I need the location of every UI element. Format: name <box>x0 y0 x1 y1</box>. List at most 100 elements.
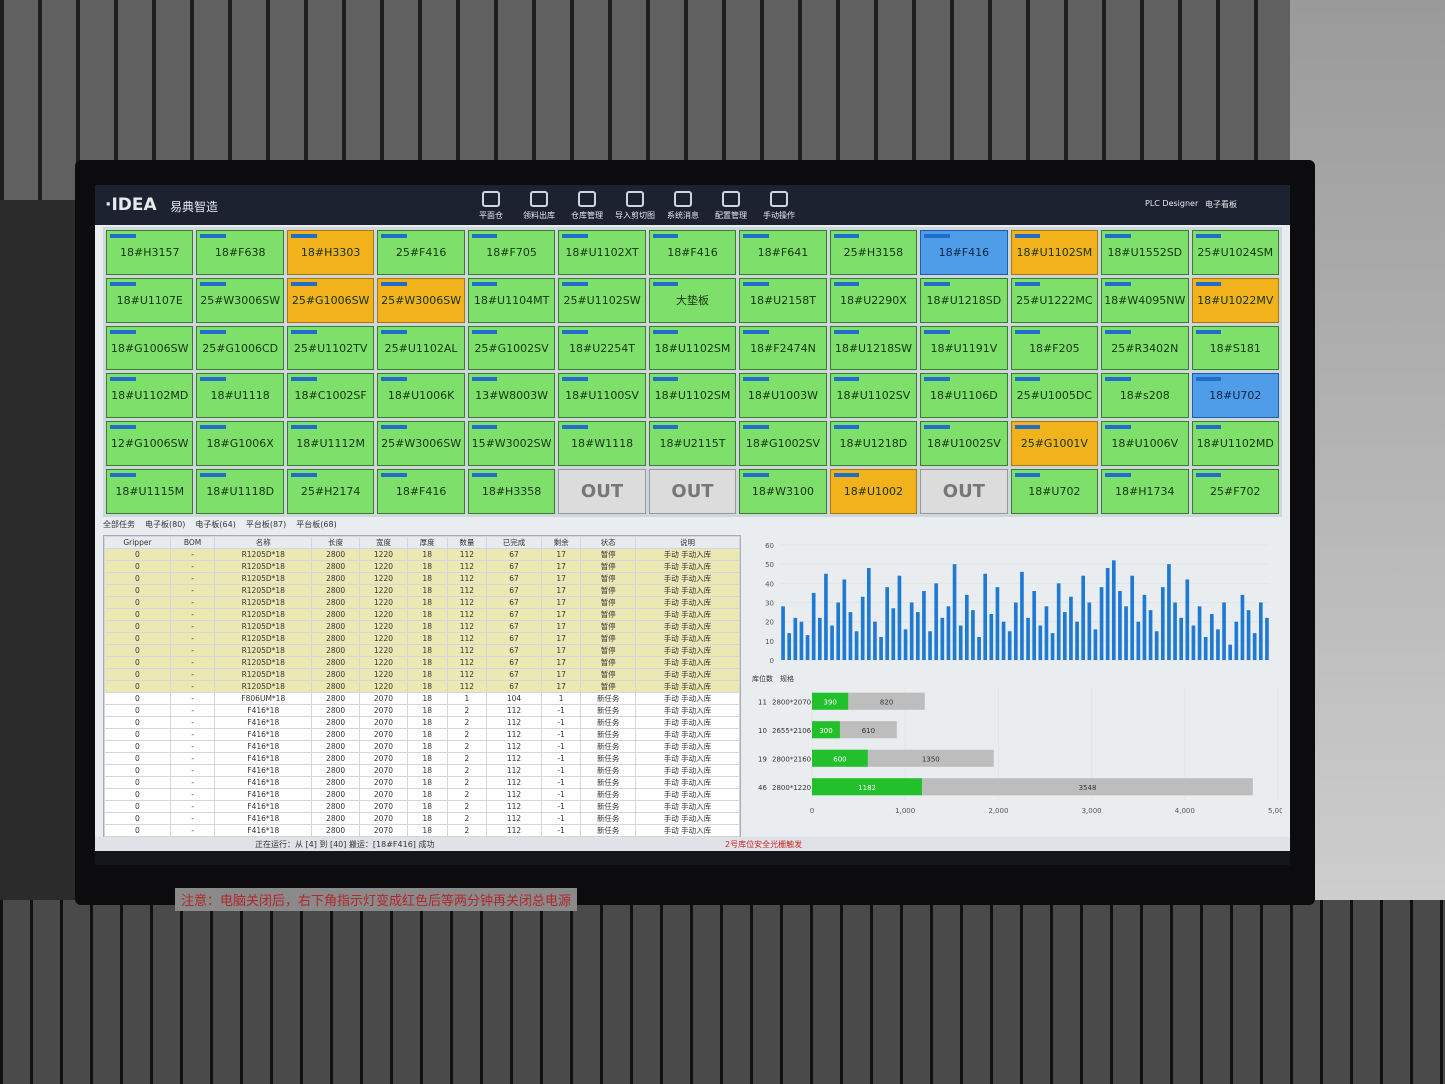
table-cell: 手动 手动入库 <box>634 584 741 597</box>
table-cell: - <box>169 800 216 813</box>
table-cell: 0 <box>104 704 171 717</box>
table-cell: 67 <box>486 668 542 681</box>
tab[interactable]: 平台板(68) <box>296 520 337 529</box>
tile-label: 18#U702 <box>1209 389 1262 403</box>
table-cell: 2 <box>446 704 488 717</box>
storage-tile: 18#W4095NW <box>1101 277 1189 323</box>
bar <box>1167 564 1171 660</box>
tab[interactable]: 全部任务 <box>103 520 135 529</box>
table-cell: F416*18 <box>214 776 313 789</box>
table-cell: 新任务 <box>580 740 636 753</box>
table-cell: R1205D*18 <box>214 608 313 621</box>
table-cell: 暂停 <box>580 548 636 561</box>
data-label: 3548 <box>1079 784 1097 792</box>
table-row: 0- F416*18 2800 2070 18 2 112 -1 新任务 手动 手动入库 <box>104 812 741 825</box>
toolbar-button[interactable]: 配置管理 <box>705 191 757 221</box>
tab[interactable]: 电子板(64) <box>195 520 236 529</box>
toolbar-label: 手动操作 <box>763 211 795 220</box>
storage-tile: 18#U2290X <box>829 277 918 323</box>
table-cell: 手动 手动入库 <box>634 644 741 657</box>
table-cell: 2800 <box>311 776 361 789</box>
bar <box>1075 621 1079 660</box>
storage-tile: 25#G1006CD <box>196 325 284 371</box>
table-cell: 手动 手动入库 <box>634 680 741 693</box>
table-cell: 手动 手动入库 <box>634 692 741 705</box>
table-row: 0- F416*18 2800 2070 18 2 112 -1 新任务 手动 手动入库 <box>104 788 741 801</box>
table-row: 0- R1205D*18 2800 1220 18 112 67 17 暂停 手动 手动入库 <box>104 560 741 573</box>
bar <box>799 621 804 660</box>
column-header: 状态 <box>580 536 636 549</box>
tile-label: 18#U2254T <box>569 341 636 355</box>
table-cell: - <box>169 644 216 657</box>
table-cell: 手动 手动入库 <box>634 740 741 753</box>
table-row: 0- F416*18 2800 2070 18 2 112 -1 新任务 手动 手动入库 <box>104 752 741 765</box>
table-cell: 新任务 <box>580 764 636 777</box>
tile-label: 18#F416 <box>667 245 718 259</box>
table-cell: 1220 <box>359 596 408 609</box>
category-label: 2655*2106 <box>772 727 812 735</box>
table-cell: 2 <box>446 716 488 729</box>
table-cell: F806UM*18 <box>214 692 313 705</box>
storage-tile: 12#G1006SW <box>106 421 194 467</box>
y-tick-label: 10 <box>765 638 774 646</box>
table-cell: 2800 <box>311 692 361 705</box>
table-cell: -1 <box>540 728 582 741</box>
bar <box>1185 579 1190 660</box>
tile-label: 25#G1006SW <box>291 293 370 307</box>
tile-label: 25#F702 <box>1209 485 1261 499</box>
column-header: 名称 <box>214 536 313 549</box>
tile-label: 18#U1106D <box>930 389 998 403</box>
toolbar-button[interactable]: 手动操作 <box>753 191 805 221</box>
tile-label: 18#U1006V <box>1111 437 1179 451</box>
tab[interactable]: 电子板(80) <box>145 520 186 529</box>
storage-tile: 18#H3358 <box>467 469 556 514</box>
bar <box>830 625 834 660</box>
table-cell: 暂停 <box>580 596 636 609</box>
table-cell: 2800 <box>311 824 361 837</box>
table-cell: 新任务 <box>580 776 636 789</box>
storage-tile: 18#F416 <box>377 469 465 514</box>
table-cell: - <box>169 680 216 693</box>
toolbar-button[interactable]: 系统消息 <box>657 191 709 221</box>
table-row: 0- F416*18 2800 2070 18 2 112 -1 新任务 手动 手动入库 <box>104 824 741 837</box>
storage-tile: 18#F205 <box>1010 325 1099 371</box>
table-cell: 0 <box>104 788 171 801</box>
table-cell: 18 <box>406 644 448 657</box>
bar <box>1105 568 1110 660</box>
table-cell: 0 <box>104 596 171 609</box>
tile-label: 18#F638 <box>214 245 266 259</box>
bar <box>1026 617 1030 660</box>
table-cell: 112 <box>446 632 488 645</box>
table-cell: 112 <box>446 668 488 681</box>
tab[interactable]: 平台板(87) <box>245 520 287 529</box>
table-cell: R1205D*18 <box>214 560 313 573</box>
table-cell: F416*18 <box>214 716 313 729</box>
tile-label: 18#F641 <box>757 245 809 259</box>
toolbar-button[interactable]: 导入剪切图 <box>609 191 661 221</box>
table-cell: 手动 手动入库 <box>634 668 741 681</box>
bar <box>1136 621 1141 660</box>
table-cell: 手动 手动入库 <box>634 764 741 777</box>
bar <box>928 631 932 660</box>
toolbar-button[interactable]: 平面仓 <box>465 191 517 221</box>
bar-segment <box>848 692 925 710</box>
table-cell: 新任务 <box>580 800 636 813</box>
table-cell: -1 <box>540 824 582 837</box>
table-row: 0- R1205D*18 2800 1220 18 112 67 17 暂停 手动 手动入库 <box>104 668 741 681</box>
tile-label: 25#G1006CD <box>202 341 279 355</box>
tile-label: OUT <box>942 481 985 503</box>
bar <box>1038 625 1043 660</box>
table-cell: 18 <box>406 824 448 837</box>
table-cell: -1 <box>540 788 582 801</box>
storage-tile: 18#U1106D <box>920 373 1008 419</box>
storage-tile: 18#G1006X <box>196 421 284 467</box>
storage-tile: 18#U1191V <box>920 325 1008 371</box>
tile-label: 18#U1118 <box>210 389 270 403</box>
bar <box>1154 631 1159 660</box>
data-label: 300 <box>819 727 832 735</box>
x-tick-label: 4,000 <box>1175 807 1195 815</box>
toolbar-button[interactable]: 领料出库 <box>513 191 565 221</box>
toolbar-button[interactable]: 仓库管理 <box>561 191 613 221</box>
tile-label: 18#C1002SF <box>294 389 367 403</box>
taskbar <box>95 851 1290 865</box>
